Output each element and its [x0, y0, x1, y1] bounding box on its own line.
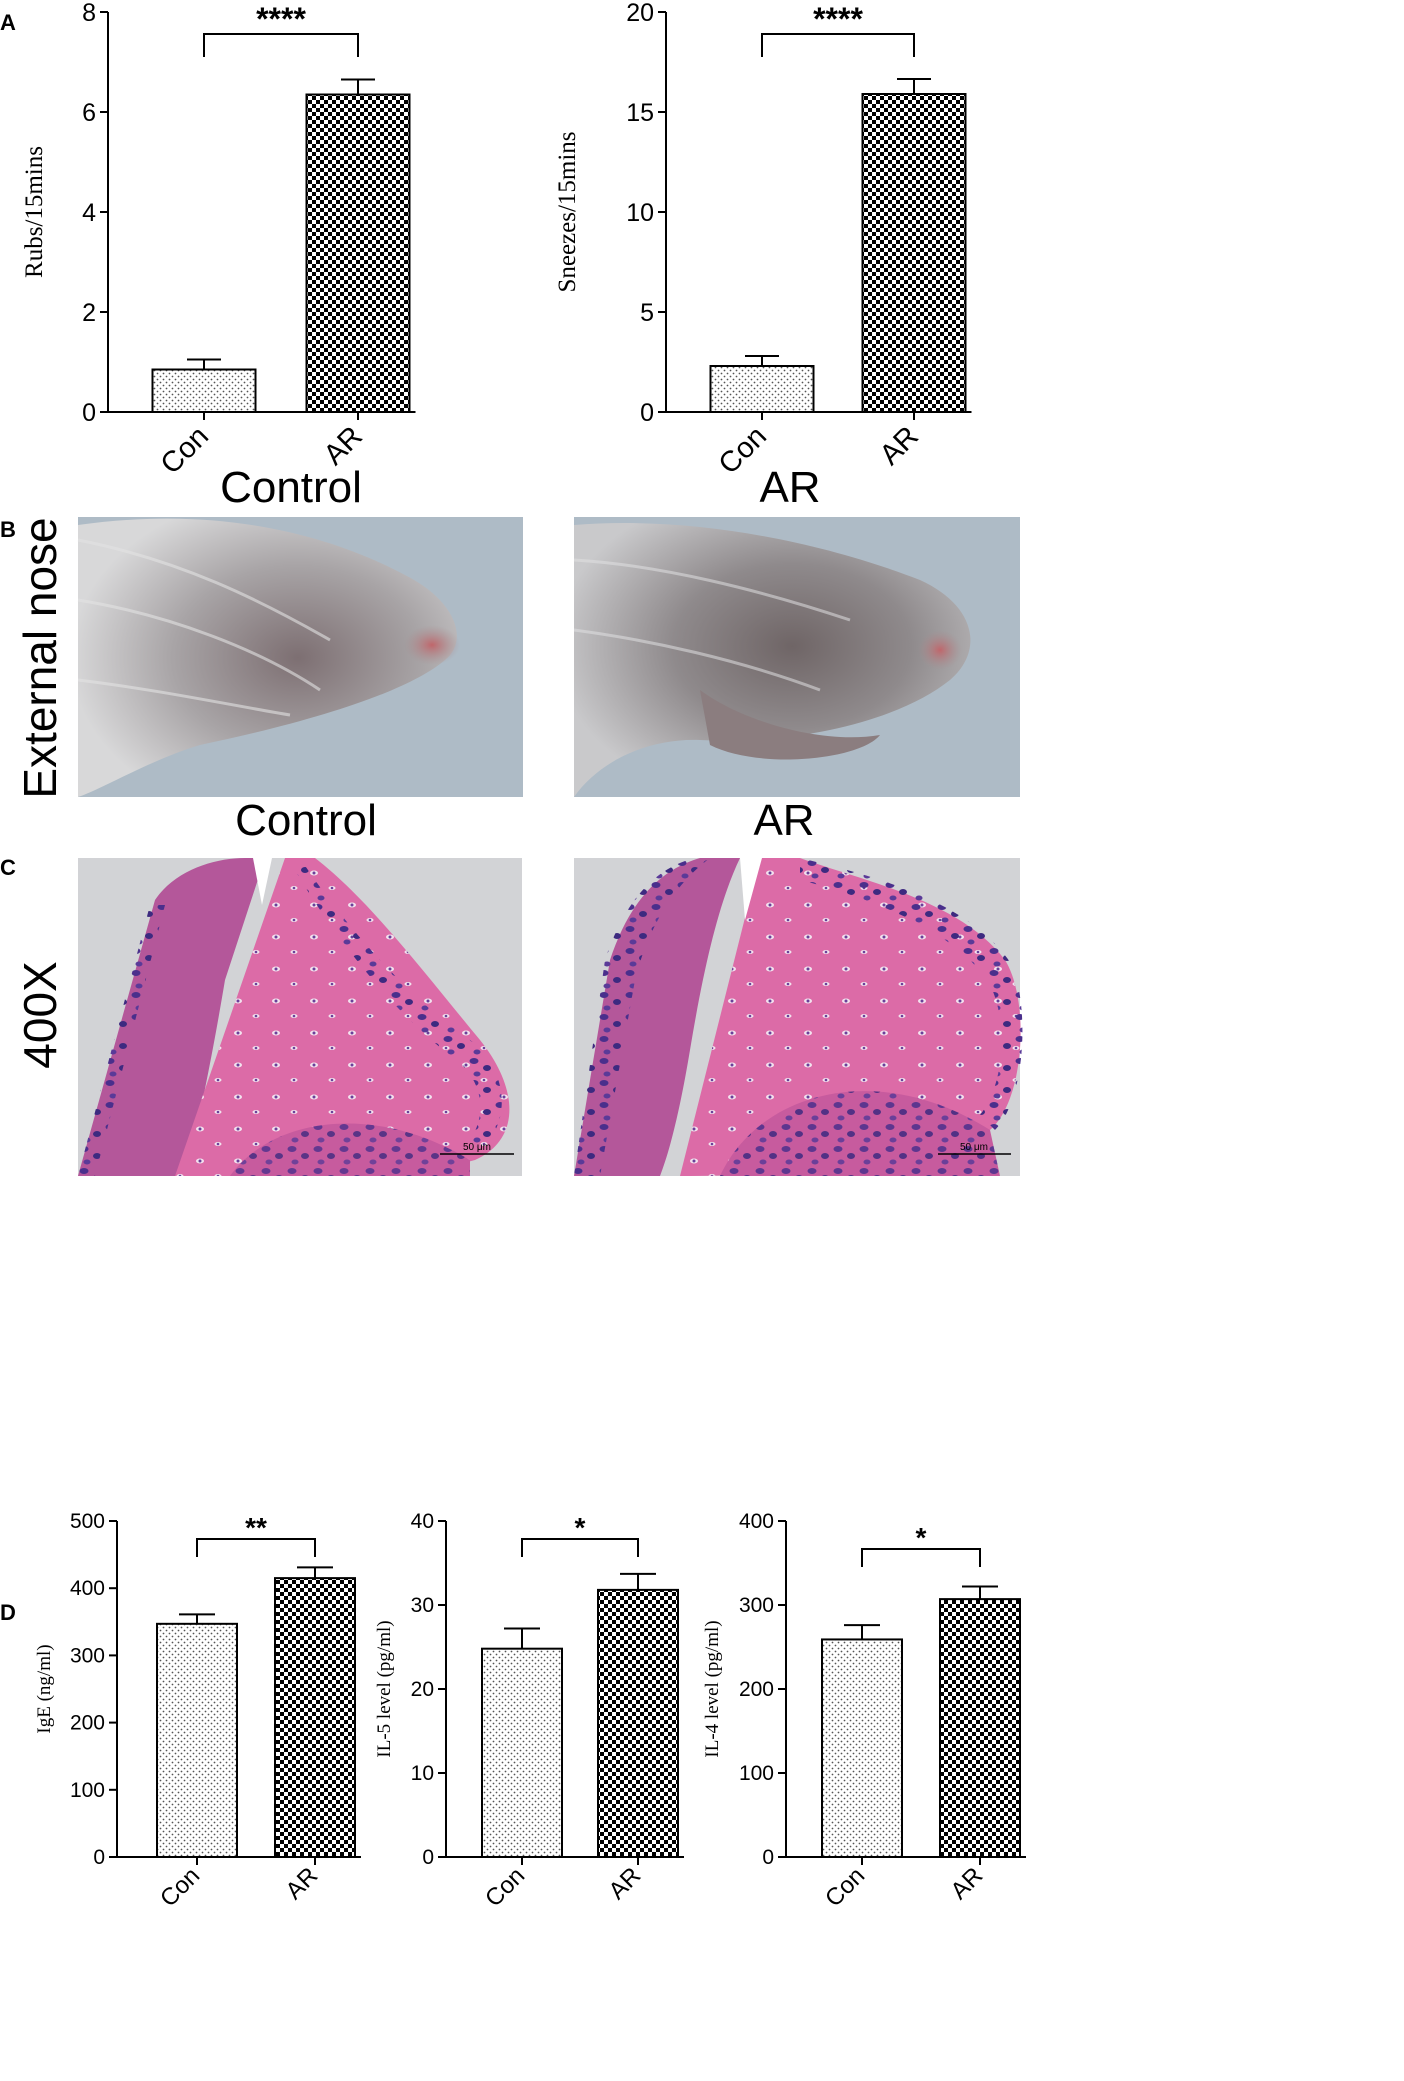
row-label-400x: 400X [14, 961, 66, 1068]
photo-control-nose [77, 517, 523, 797]
il5-chart: 0 10 20 30 40 IL-5 level (pg/ml) Con AR * [374, 1510, 684, 1912]
significance-label: **** [256, 1, 306, 37]
significance-bracket [861, 1548, 981, 1567]
scale-bar-label-ar: 50 μm [960, 1142, 988, 1153]
bar-ar [274, 1577, 356, 1858]
y-axis-label: IL-4 level (pg/ml) [702, 1620, 723, 1757]
significance-label: * [916, 1522, 927, 1553]
category-label-ar: AR [874, 420, 925, 471]
category-label-con: Con [155, 1862, 205, 1912]
y-tick-label: 200 [739, 1678, 774, 1701]
y-axis-label: Sneezes/15mins [554, 131, 581, 292]
y-tick-label: 0 [93, 1846, 105, 1869]
significance-bracket [196, 1538, 316, 1557]
bar-ar [597, 1588, 679, 1858]
histology-ar: 50 μm [574, 858, 1023, 1176]
bar-ar [861, 93, 967, 413]
photo-title-ar: AR [759, 463, 820, 512]
histology-title-ar: AR [753, 796, 814, 845]
significance-label: **** [813, 1, 863, 37]
y-axis-label: IL-5 level (pg/ml) [374, 1620, 395, 1757]
bar-con [151, 368, 257, 413]
y-tick-label: 300 [739, 1594, 774, 1617]
y-tick-label: 8 [82, 0, 96, 27]
y-tick-label: 20 [626, 0, 654, 27]
y-axis-label: Rubs/15mins [21, 146, 48, 278]
y-tick-label: 4 [82, 199, 96, 227]
panel-label-c: C [0, 855, 16, 880]
y-tick-label: 300 [70, 1644, 105, 1667]
y-tick-label: 0 [82, 399, 96, 427]
y-tick-label: 15 [626, 99, 654, 127]
ige-chart: 0 100 200 300 400 500 IgE (ng/ml) Con AR ** [34, 1510, 361, 1912]
significance-bracket [203, 33, 359, 57]
y-tick-label: 400 [739, 1510, 774, 1533]
histology-control: 50 μm [78, 858, 522, 1176]
photo-title-control: Control [220, 463, 362, 512]
y-tick-label: 20 [411, 1678, 434, 1701]
y-tick-label: 2 [82, 299, 96, 327]
y-tick-label: 0 [762, 1846, 774, 1869]
bar-con [481, 1647, 563, 1859]
y-tick-label: 6 [82, 99, 96, 127]
il4-chart: 0 100 200 300 400 IL-4 level (pg/ml) Con AR * [702, 1510, 1026, 1912]
significance-label: ** [245, 1512, 267, 1543]
bar-con [709, 365, 815, 413]
panel-label-d: D [0, 1600, 16, 1625]
category-label-con: Con [155, 420, 215, 480]
panel-label-b: B [0, 517, 16, 542]
histology-title-control: Control [235, 796, 377, 845]
row-label-external-nose: External nose [14, 517, 66, 798]
y-tick-label: 500 [70, 1510, 105, 1533]
y-tick-label: 10 [626, 199, 654, 227]
bar-ar [305, 93, 411, 413]
significance-bracket [761, 33, 915, 57]
y-tick-label: 400 [70, 1577, 105, 1600]
y-tick-label: 0 [422, 1846, 434, 1869]
bar-con [821, 1638, 903, 1858]
category-label-con: Con [480, 1862, 530, 1912]
bar-ar [939, 1598, 1021, 1858]
photo-ar-nose [573, 517, 1020, 797]
category-label-ar: AR [604, 1862, 647, 1905]
y-tick-label: 30 [411, 1594, 434, 1617]
y-axis-label: IgE (ng/ml) [34, 1644, 55, 1733]
y-tick-label: 100 [739, 1762, 774, 1785]
significance-label: * [575, 1512, 586, 1543]
scale-bar-label-control: 50 μm [463, 1142, 491, 1153]
category-label-ar: AR [281, 1862, 324, 1905]
category-label-con: Con [820, 1862, 870, 1912]
y-tick-label: 5 [640, 299, 654, 327]
y-tick-label: 10 [411, 1762, 434, 1785]
y-tick-label: 200 [70, 1712, 105, 1735]
y-tick-label: 40 [411, 1510, 434, 1533]
y-tick-label: 100 [70, 1779, 105, 1802]
significance-bracket [521, 1538, 639, 1557]
bar-con [156, 1622, 238, 1859]
category-label-ar: AR [946, 1862, 989, 1905]
panel-label-a: A [0, 10, 16, 35]
y-tick-label: 0 [640, 399, 654, 427]
